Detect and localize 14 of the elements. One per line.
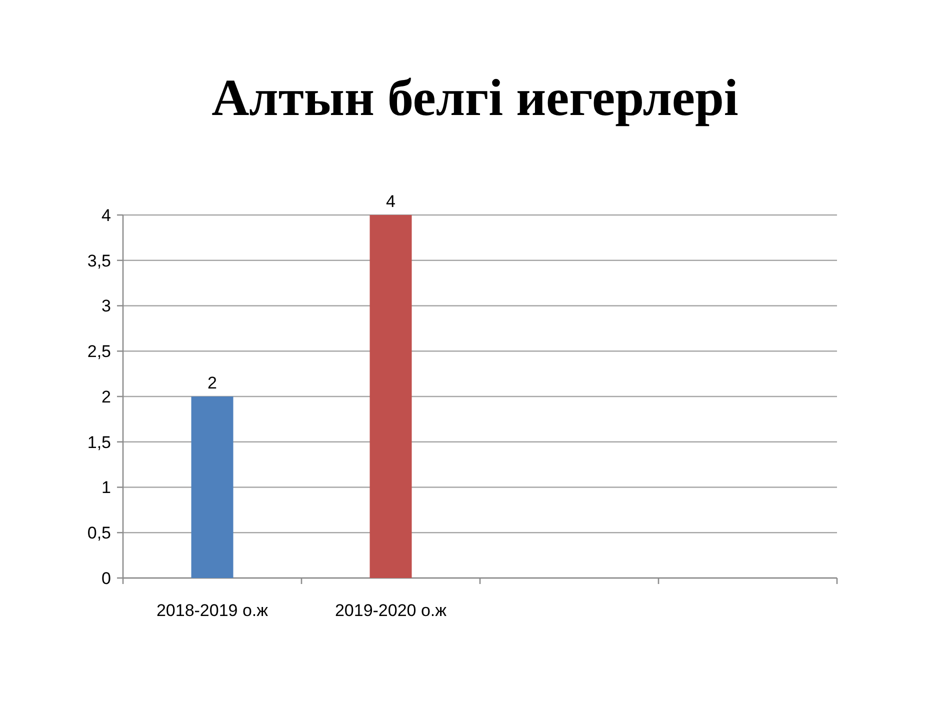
chart-title: Алтын белгі иегерлері <box>212 70 738 127</box>
y-tick-label: 2,5 <box>87 342 111 362</box>
x-tick-label: 2019-2020 о.ж <box>334 601 448 620</box>
y-tick-label: 3 <box>102 296 111 316</box>
y-tick-label: 3,5 <box>87 251 111 270</box>
y-tick-label: 1 <box>102 478 111 498</box>
y-tick-label: 0,5 <box>87 524 111 543</box>
data-label: 4 <box>386 192 396 211</box>
y-tick-label: 4 <box>102 206 111 225</box>
x-tick-label: 2018-2019 о.ж <box>156 601 269 620</box>
y-tick-label: 0 <box>102 568 111 588</box>
data-label: 2 <box>208 374 217 392</box>
y-tick-label: 1,5 <box>87 432 111 452</box>
y-tick-label: 2 <box>102 387 111 406</box>
